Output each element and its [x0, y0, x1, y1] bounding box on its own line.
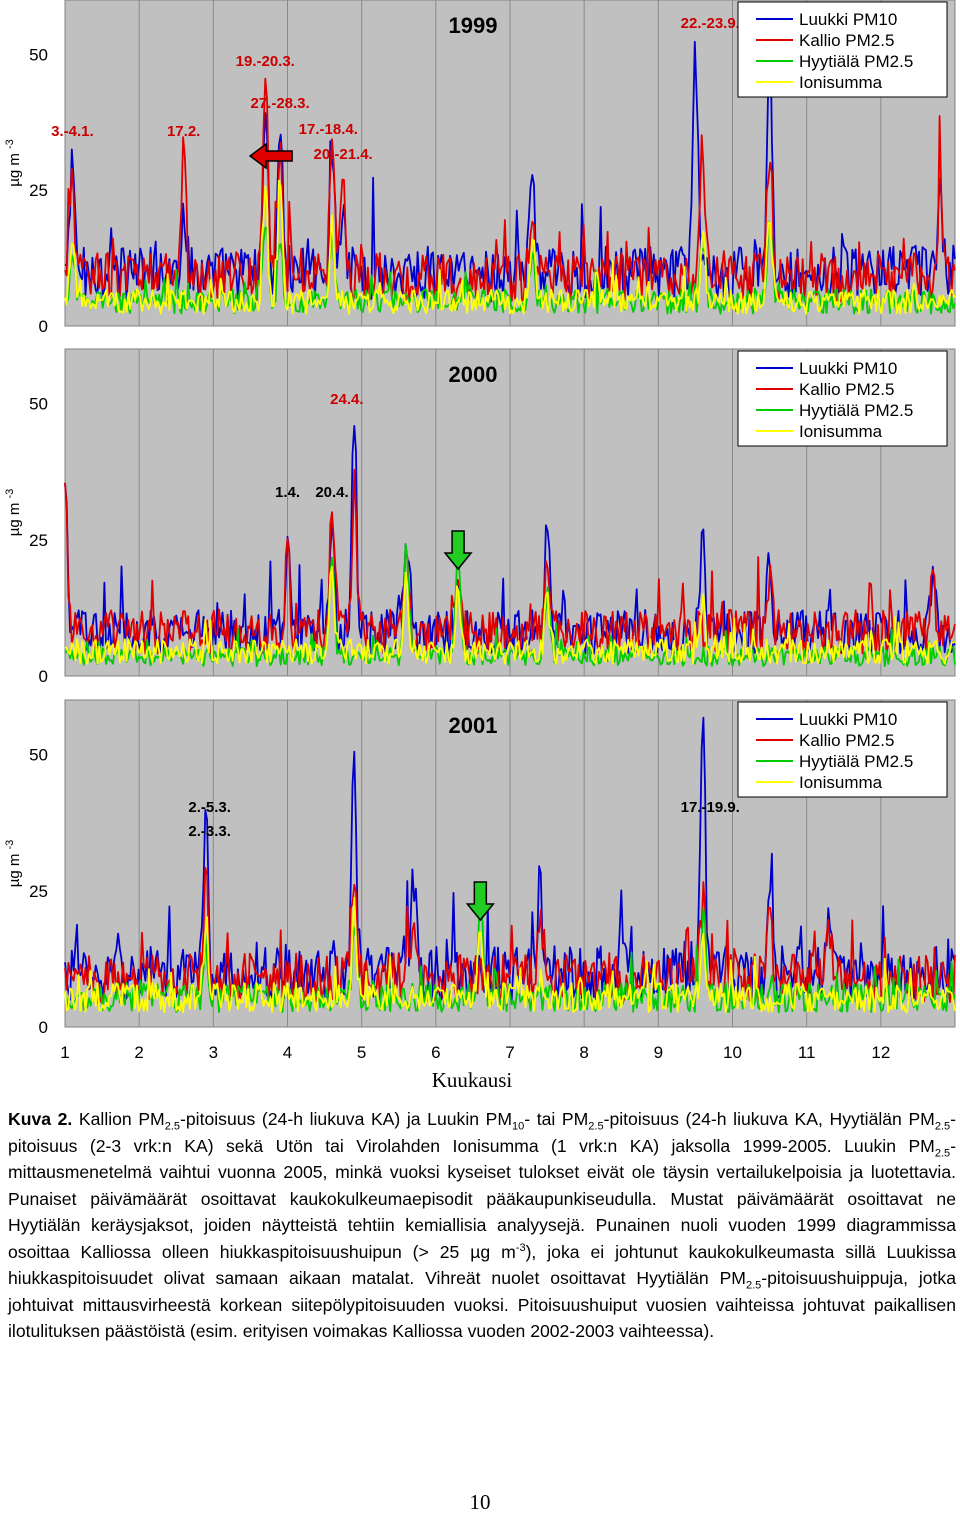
date-annotation-red: 20.-21.4.: [314, 146, 373, 163]
legend-label: Hyytiälä PM2.5: [799, 52, 913, 71]
x-tick-label: 4: [283, 1043, 292, 1062]
x-tick-label: 3: [209, 1043, 218, 1062]
y-tick-label: 0: [39, 1018, 48, 1037]
x-tick-label: 12: [871, 1043, 890, 1062]
panel-year: 2000: [449, 362, 498, 387]
x-tick-label: 2: [134, 1043, 143, 1062]
red-arrow: [248, 142, 293, 170]
x-axis-title: Kuukausi: [432, 1068, 513, 1092]
legend-label: Hyytiälä PM2.5: [799, 752, 913, 771]
chart-panel-1999: 0 25 50 µg m -3 1999 3.-4.1. 17.2. 19.-20.3. 27.…: [4, 0, 956, 336]
legend-label: Ionisumma: [799, 73, 883, 92]
chart-panel-2000: 0 25 50 µg m -3 2000 24.4. 1.4. 20.4. Luukki PM1…: [4, 348, 956, 686]
y-tick-label: 50: [29, 45, 48, 64]
legend-label: Luukki PM10: [799, 710, 897, 729]
legend-label: Kallio PM2.5: [799, 731, 894, 750]
x-tick-label: 10: [723, 1043, 742, 1062]
series-line: [64, 896, 956, 1014]
y-tick-label: 25: [29, 181, 48, 200]
legend-label: Hyytiälä PM2.5: [799, 401, 913, 420]
y-axis-unit: µg m -3: [4, 139, 23, 187]
date-annotation-black: 1.4.: [275, 484, 300, 501]
x-tick-label: 11: [798, 1043, 816, 1062]
chart-panel-2001: 0 25 50 µg m -3 2001 2.-5.3. 2.-3.3. 17.-19.9. L…: [4, 699, 956, 1037]
date-annotation-black: 2.-5.3.: [188, 799, 231, 816]
date-annotation-red: 22.-23.9.: [681, 15, 740, 32]
y-axis-unit: µg m -3: [4, 840, 23, 888]
caption-label: Kuva 2.: [8, 1109, 73, 1129]
legend-label: Luukki PM10: [799, 359, 897, 378]
date-annotation-red: 24.4.: [330, 391, 363, 408]
date-annotation-red: 27.-28.3.: [250, 95, 309, 112]
y-tick-label: 0: [39, 667, 48, 686]
date-annotation-black: 20.4.: [315, 484, 348, 501]
series-line: [64, 468, 956, 655]
x-tick-label: 8: [579, 1043, 588, 1062]
legend-label: Luukki PM10: [799, 10, 897, 29]
legend-label: Kallio PM2.5: [799, 31, 894, 50]
date-annotation-black: 2.-3.3.: [188, 823, 231, 840]
series-line: [64, 179, 956, 315]
page-number: 10: [469, 1490, 491, 1514]
y-axis-unit: µg m -3: [4, 489, 23, 537]
x-tick-label: 9: [654, 1043, 663, 1062]
legend-label: Ionisumma: [799, 422, 883, 441]
date-annotation-red: 17.-18.4.: [299, 121, 358, 138]
panel-year: 2001: [449, 713, 498, 738]
green-arrow: [443, 530, 473, 571]
date-annotation-red: 3.-4.1.: [51, 123, 94, 140]
legend-label: Kallio PM2.5: [799, 380, 894, 399]
y-tick-label: 0: [39, 317, 48, 336]
figure-caption: Kuva 2. Kallion PM2.5-pitoisuus (24-h li…: [8, 1109, 956, 1341]
y-tick-label: 25: [29, 531, 48, 550]
y-tick-label: 25: [29, 882, 48, 901]
x-tick-label: 1: [60, 1043, 69, 1062]
date-annotation-red: 17.2.: [167, 123, 200, 140]
date-annotation-black: 17.-19.9.: [681, 799, 740, 816]
x-tick-label: 6: [431, 1043, 440, 1062]
date-annotation-red: 19.-20.3.: [236, 53, 295, 70]
y-tick-label: 50: [29, 746, 48, 765]
panel-year: 1999: [449, 13, 498, 38]
series-line: [64, 77, 956, 303]
legend-label: Ionisumma: [799, 773, 883, 792]
x-tick-label: 7: [505, 1043, 514, 1062]
y-tick-label: 50: [29, 395, 48, 414]
series-line: [64, 566, 956, 665]
green-arrow: [465, 881, 495, 922]
x-tick-label: 5: [357, 1043, 366, 1062]
